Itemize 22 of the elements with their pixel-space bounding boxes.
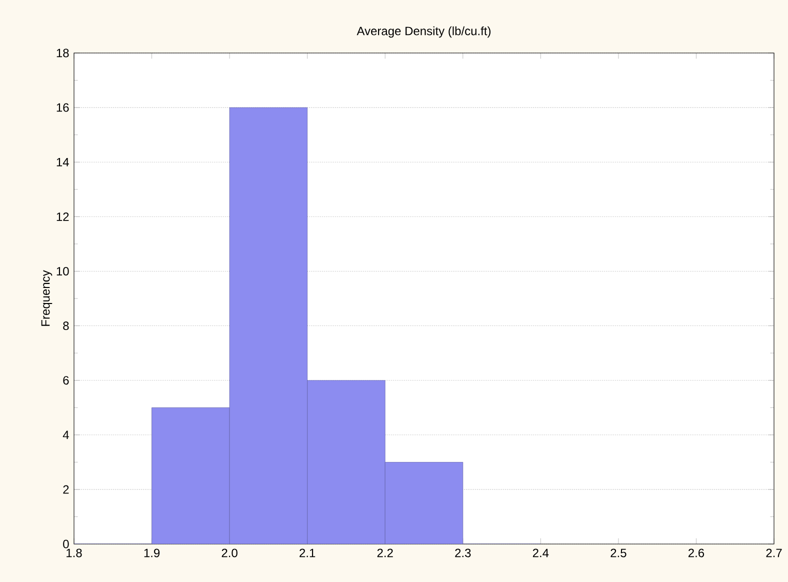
- chart-title: Average Density (lb/cu.ft): [356, 26, 490, 38]
- x-tick-label: 2.6: [688, 548, 704, 558]
- y-tick-label: 4: [62, 430, 69, 440]
- y-tick-label: 14: [56, 158, 69, 166]
- y-tick-label: 16: [56, 103, 69, 112]
- y-tick-label: 2: [63, 485, 69, 494]
- x-tick-label: 2.2: [377, 548, 393, 558]
- y-tick-label: 6: [63, 376, 69, 385]
- y-tick-label: 18: [56, 48, 69, 58]
- x-tick-label: 2.3: [455, 548, 471, 558]
- x-tick-label: 1.9: [144, 548, 160, 558]
- x-tick-label: 2.4: [532, 548, 549, 558]
- y-tick-label: 8: [63, 322, 69, 330]
- y-axis-title: Frequency: [41, 270, 52, 326]
- x-tick-label: 1.8: [66, 548, 82, 558]
- x-tick-label: 2.7: [766, 548, 782, 558]
- y-tick-label: 10: [56, 266, 69, 276]
- y-tick-label: 12: [56, 212, 69, 221]
- x-tick-label: 2.5: [610, 548, 626, 558]
- x-tick-label: 2.1: [300, 548, 316, 558]
- x-tick-label: 2.0: [222, 548, 238, 558]
- y-tick-label: 0: [63, 540, 69, 548]
